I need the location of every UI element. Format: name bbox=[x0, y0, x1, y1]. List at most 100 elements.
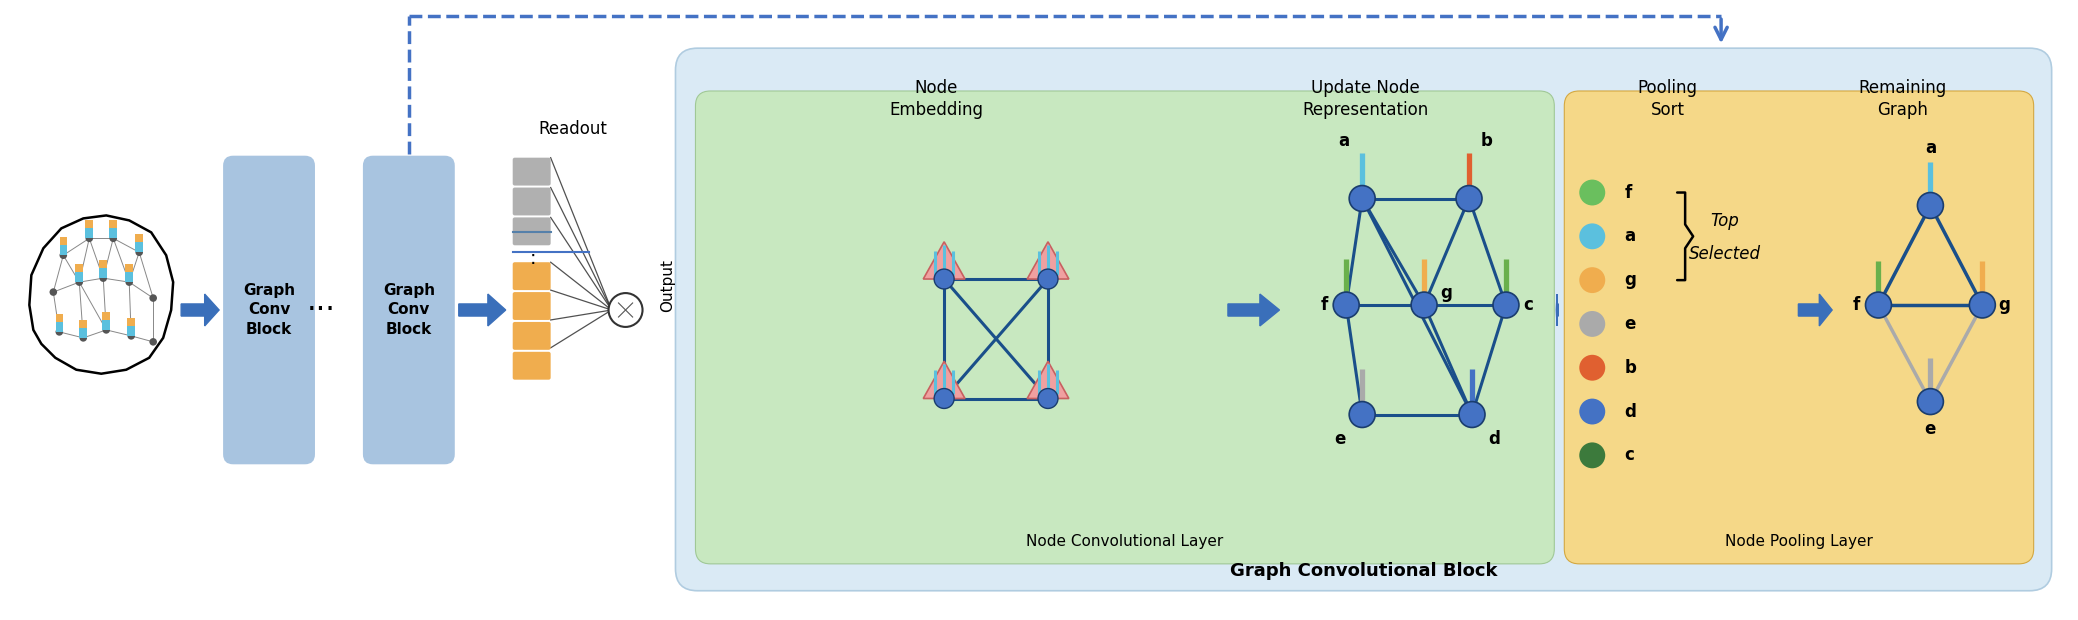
Text: Graph
Conv
Block: Graph Conv Block bbox=[243, 283, 295, 337]
Text: Selected: Selected bbox=[1689, 246, 1760, 264]
Text: a: a bbox=[1338, 132, 1351, 150]
Bar bbox=[127, 320, 135, 336]
Circle shape bbox=[150, 294, 158, 302]
Text: d: d bbox=[1488, 430, 1500, 448]
Polygon shape bbox=[923, 361, 964, 399]
Circle shape bbox=[60, 252, 66, 259]
Bar bbox=[135, 234, 143, 242]
Circle shape bbox=[1579, 223, 1604, 249]
Circle shape bbox=[1039, 269, 1058, 289]
FancyArrow shape bbox=[459, 294, 505, 326]
Circle shape bbox=[1866, 292, 1891, 318]
FancyBboxPatch shape bbox=[513, 188, 551, 215]
Circle shape bbox=[1492, 292, 1519, 318]
Bar bbox=[79, 322, 87, 338]
FancyBboxPatch shape bbox=[513, 262, 551, 290]
Polygon shape bbox=[1027, 361, 1068, 399]
Text: Top: Top bbox=[1710, 213, 1739, 231]
Bar bbox=[56, 314, 62, 322]
Circle shape bbox=[1579, 355, 1604, 381]
Text: Node
Embedding: Node Embedding bbox=[889, 79, 983, 119]
Bar bbox=[56, 316, 62, 332]
Bar bbox=[125, 266, 133, 282]
Text: Graph
Conv
Block: Graph Conv Block bbox=[382, 283, 434, 337]
Circle shape bbox=[935, 269, 954, 289]
Bar bbox=[125, 264, 133, 272]
FancyArrow shape bbox=[1797, 294, 1833, 326]
FancyBboxPatch shape bbox=[513, 218, 551, 246]
FancyBboxPatch shape bbox=[364, 156, 455, 464]
Circle shape bbox=[100, 275, 108, 282]
Bar bbox=[85, 223, 94, 238]
Text: b: b bbox=[1482, 132, 1492, 150]
Bar bbox=[102, 312, 110, 320]
Circle shape bbox=[135, 249, 143, 256]
Text: Remaining
Graph: Remaining Graph bbox=[1858, 79, 1947, 119]
Circle shape bbox=[1579, 311, 1604, 337]
Polygon shape bbox=[923, 242, 964, 279]
Bar bbox=[75, 264, 83, 272]
Text: Graph Convolutional Block: Graph Convolutional Block bbox=[1230, 562, 1498, 580]
FancyBboxPatch shape bbox=[513, 322, 551, 350]
Text: e: e bbox=[1625, 315, 1635, 333]
Text: c: c bbox=[1625, 446, 1633, 464]
Text: b: b bbox=[1625, 359, 1635, 377]
Polygon shape bbox=[29, 215, 172, 374]
Circle shape bbox=[56, 328, 62, 335]
Text: Pooling
Sort: Pooling Sort bbox=[1637, 79, 1698, 119]
Circle shape bbox=[1579, 443, 1604, 468]
Text: g: g bbox=[1440, 284, 1453, 302]
Bar bbox=[135, 236, 143, 252]
Text: Node Pooling Layer: Node Pooling Layer bbox=[1725, 534, 1872, 549]
Circle shape bbox=[85, 234, 94, 242]
Circle shape bbox=[1579, 399, 1604, 425]
FancyBboxPatch shape bbox=[696, 91, 1554, 564]
Text: g: g bbox=[1625, 271, 1635, 289]
FancyBboxPatch shape bbox=[675, 48, 2051, 591]
Circle shape bbox=[127, 332, 135, 340]
Circle shape bbox=[110, 234, 116, 242]
Text: ···: ··· bbox=[308, 296, 335, 324]
Bar bbox=[79, 320, 87, 328]
FancyBboxPatch shape bbox=[513, 157, 551, 185]
Text: a: a bbox=[1625, 228, 1635, 246]
Circle shape bbox=[1579, 267, 1604, 293]
FancyBboxPatch shape bbox=[222, 156, 316, 464]
Circle shape bbox=[1457, 185, 1482, 211]
Bar bbox=[102, 314, 110, 330]
Circle shape bbox=[75, 278, 83, 286]
Circle shape bbox=[1349, 185, 1376, 211]
Circle shape bbox=[609, 293, 642, 327]
Text: :: : bbox=[530, 249, 536, 268]
Circle shape bbox=[1334, 292, 1359, 318]
Text: e: e bbox=[1334, 430, 1347, 448]
Text: f: f bbox=[1625, 184, 1631, 202]
Circle shape bbox=[125, 278, 133, 286]
Bar bbox=[75, 266, 83, 282]
Text: Update Node
Representation: Update Node Representation bbox=[1303, 79, 1428, 119]
Circle shape bbox=[79, 334, 87, 342]
Circle shape bbox=[1459, 402, 1486, 427]
Text: f: f bbox=[1854, 296, 1860, 314]
Circle shape bbox=[1579, 180, 1604, 205]
FancyBboxPatch shape bbox=[513, 352, 551, 379]
Circle shape bbox=[1970, 292, 1995, 318]
Text: e: e bbox=[1924, 420, 1937, 438]
Bar bbox=[60, 237, 66, 246]
Circle shape bbox=[1411, 292, 1438, 318]
Text: c: c bbox=[1523, 296, 1534, 314]
Text: a: a bbox=[1924, 139, 1937, 157]
Bar bbox=[100, 262, 108, 278]
Circle shape bbox=[150, 338, 158, 345]
Bar bbox=[60, 239, 66, 255]
FancyBboxPatch shape bbox=[513, 292, 551, 320]
Circle shape bbox=[1918, 389, 1943, 415]
Circle shape bbox=[1918, 193, 1943, 218]
Bar bbox=[85, 220, 94, 228]
Bar bbox=[127, 318, 135, 326]
Text: g: g bbox=[1999, 296, 2009, 314]
Bar bbox=[100, 260, 108, 268]
Bar bbox=[110, 223, 116, 238]
Circle shape bbox=[1349, 402, 1376, 427]
Text: Readout: Readout bbox=[538, 120, 607, 138]
